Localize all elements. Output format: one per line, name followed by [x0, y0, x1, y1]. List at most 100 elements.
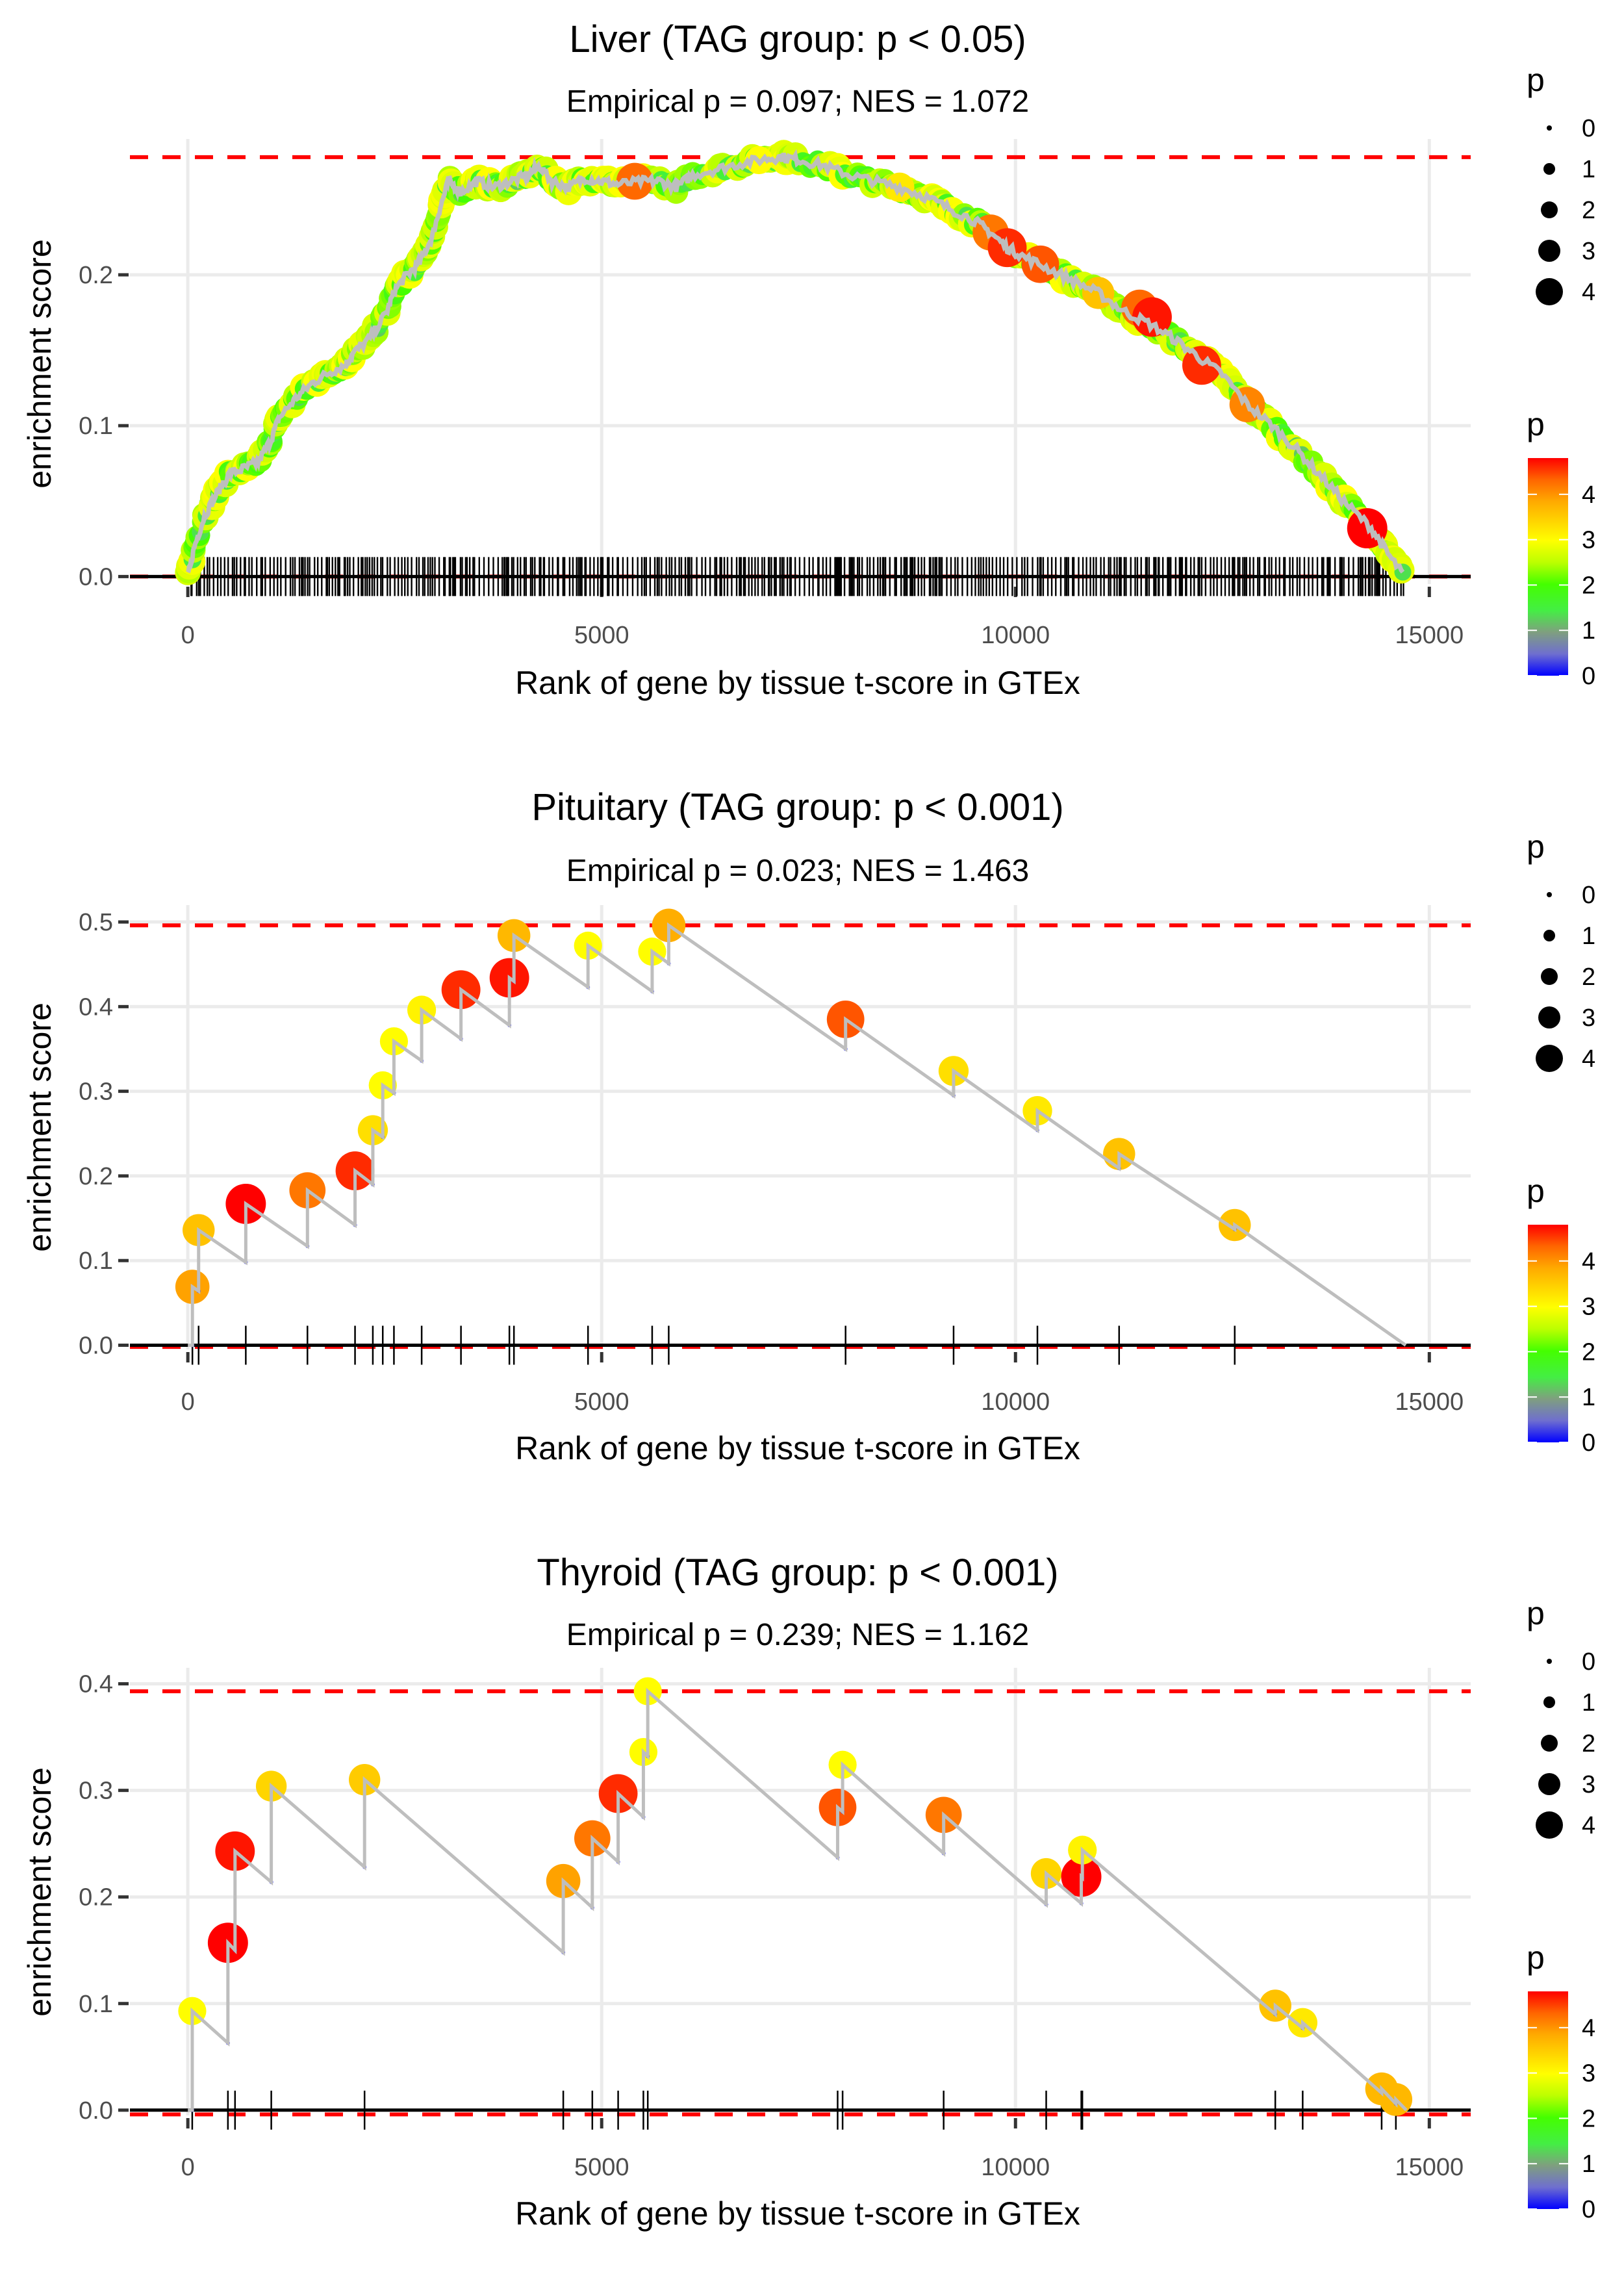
size-legend-swatch	[1543, 1696, 1555, 1708]
legend-block: p 0 1 2 3 4 p 4 3 2 1 0	[1527, 62, 1595, 690]
chart-title: Pituitary (TAG group: p < 0.001)	[531, 786, 1063, 828]
size-legend-label: 4	[1582, 1812, 1595, 1839]
y-axis-title: enrichment score	[21, 1003, 58, 1252]
colorbar-label: 4	[1582, 481, 1595, 509]
x-tick-label: 5000	[574, 622, 629, 649]
x-tick-label: 5000	[574, 2154, 629, 2181]
x-tick-label: 10000	[981, 2154, 1050, 2181]
y-tick-label: 0.2	[79, 1884, 113, 1911]
size-legend-swatch	[1536, 278, 1563, 305]
size-legend-label: 3	[1582, 1004, 1595, 1032]
x-tick-label: 15000	[1395, 1388, 1464, 1416]
x-tick-label: 10000	[981, 622, 1050, 649]
y-tick-label: 0.4	[79, 993, 113, 1021]
y-tick-label: 0.3	[79, 1778, 113, 1805]
color-legend-title: p	[1527, 1939, 1545, 1976]
x-tick-label: 0	[181, 1388, 195, 1416]
chart-title: Liver (TAG group: p < 0.05)	[569, 18, 1026, 60]
size-legend-title: p	[1527, 62, 1545, 98]
size-legend-title: p	[1527, 1595, 1545, 1631]
colorbar-label: 0	[1582, 1429, 1595, 1457]
size-legend-swatch	[1547, 125, 1552, 131]
size-legend-swatch	[1536, 1811, 1563, 1839]
size-legend-swatch	[1541, 1735, 1558, 1752]
colorbar-label: 1	[1582, 617, 1595, 645]
y-tick-label: 0.1	[79, 1247, 113, 1275]
size-legend-label: 4	[1582, 1045, 1595, 1073]
y-tick-label: 0.4	[79, 1671, 113, 1698]
x-tick-label: 0	[181, 622, 195, 649]
colorbar	[1528, 1225, 1568, 1442]
colorbar-label: 3	[1582, 527, 1595, 554]
size-legend-swatch	[1536, 1045, 1563, 1072]
size-legend-swatch	[1543, 163, 1555, 175]
legend-block: p 0 1 2 3 4 p 4 3 2 1 0	[1527, 1595, 1595, 2223]
size-legend-label: 0	[1582, 882, 1595, 909]
size-legend-swatch	[1547, 892, 1552, 897]
y-tick-label: 0.1	[79, 413, 113, 440]
x-tick-label: 5000	[574, 1388, 629, 1416]
color-legend-title: p	[1527, 406, 1545, 442]
legend-block: p 0 1 2 3 4 p 4 3 2 1 0	[1527, 828, 1595, 1457]
colorbar-label: 2	[1582, 1338, 1595, 1366]
y-axis-title: enrichment score	[21, 1767, 58, 2017]
es-line	[188, 1687, 1408, 2112]
colorbar	[1528, 458, 1568, 676]
size-legend-label: 2	[1582, 1730, 1595, 1757]
es-line	[186, 149, 1405, 574]
size-legend-label: 1	[1582, 156, 1595, 183]
size-legend-title: p	[1527, 828, 1545, 865]
colorbar-label: 3	[1582, 1294, 1595, 1321]
colorbar-label: 2	[1582, 2105, 1595, 2132]
colorbar-label: 1	[1582, 2151, 1595, 2178]
colorbar-label: 3	[1582, 2060, 1595, 2088]
plot-area: 0 5000 10000 15000 0.0 0.1 0.2 0.3 0.4 0.5	[79, 905, 1471, 1416]
y-tick-label: 0.0	[79, 563, 113, 591]
x-tick-label: 15000	[1395, 2154, 1464, 2181]
colorbar-label: 1	[1582, 1384, 1595, 1411]
size-legend-label: 4	[1582, 279, 1595, 306]
es-line	[188, 922, 1407, 1347]
panel-liver: Liver (TAG group: p < 0.05) Empirical p …	[21, 18, 1471, 701]
size-legend-swatch	[1543, 930, 1555, 941]
size-legend-swatch	[1541, 201, 1558, 218]
size-legend-label: 1	[1582, 1689, 1595, 1717]
y-axis-title: enrichment score	[21, 239, 58, 489]
chart-title: Thyroid (TAG group: p < 0.001)	[537, 1552, 1058, 1594]
x-axis-title: Rank of gene by tissue t-score in GTEx	[515, 2195, 1080, 2232]
y-tick-label: 0.2	[79, 1163, 113, 1190]
colorbar-label: 4	[1582, 1248, 1595, 1275]
colorbar-label: 0	[1582, 663, 1595, 690]
size-legend-swatch	[1538, 1006, 1560, 1028]
plot-area: 0 5000 10000 15000 0.0 0.1 0.2	[79, 139, 1471, 649]
size-legend-label: 0	[1582, 115, 1595, 142]
x-axis-title: Rank of gene by tissue t-score in GTEx	[515, 1430, 1080, 1466]
size-legend-swatch	[1538, 1773, 1560, 1795]
x-tick-label: 0	[181, 2154, 195, 2181]
colorbar-label: 2	[1582, 572, 1595, 599]
size-legend-label: 3	[1582, 1771, 1595, 1798]
size-legend-swatch	[1541, 968, 1558, 985]
size-legend-label: 1	[1582, 923, 1595, 950]
legends: p 0 1 2 3 4 p 4 3 2 1 0 p 0 1 2 3 4 p 4 3 2 1 0 p 0 1 2 3 4 p 4 3 2 1 0	[1527, 62, 1595, 2223]
y-tick-label: 0.5	[79, 909, 113, 936]
y-tick-label: 0.1	[79, 1991, 113, 2018]
panel-pituitary: Pituitary (TAG group: p < 0.001) Empiric…	[21, 786, 1471, 1466]
chart-subtitle: Empirical p = 0.023; NES = 1.463	[566, 854, 1029, 888]
size-legend-label: 2	[1582, 197, 1595, 224]
x-tick-label: 10000	[981, 1388, 1050, 1416]
size-legend-label: 0	[1582, 1648, 1595, 1676]
chart-subtitle: Empirical p = 0.239; NES = 1.162	[566, 1618, 1029, 1652]
colorbar-label: 0	[1582, 2196, 1595, 2223]
colorbar	[1528, 1991, 1568, 2209]
y-tick-label: 0.3	[79, 1079, 113, 1106]
data-point	[1132, 297, 1172, 337]
size-legend-swatch	[1538, 240, 1560, 262]
chart-subtitle: Empirical p = 0.097; NES = 1.072	[566, 84, 1029, 119]
y-tick-label: 0.0	[79, 2097, 113, 2125]
color-legend-title: p	[1527, 1173, 1545, 1209]
size-legend-label: 2	[1582, 964, 1595, 991]
panel-thyroid: Thyroid (TAG group: p < 0.001) Empirical…	[21, 1552, 1471, 2232]
x-axis-title: Rank of gene by tissue t-score in GTEx	[515, 665, 1080, 701]
